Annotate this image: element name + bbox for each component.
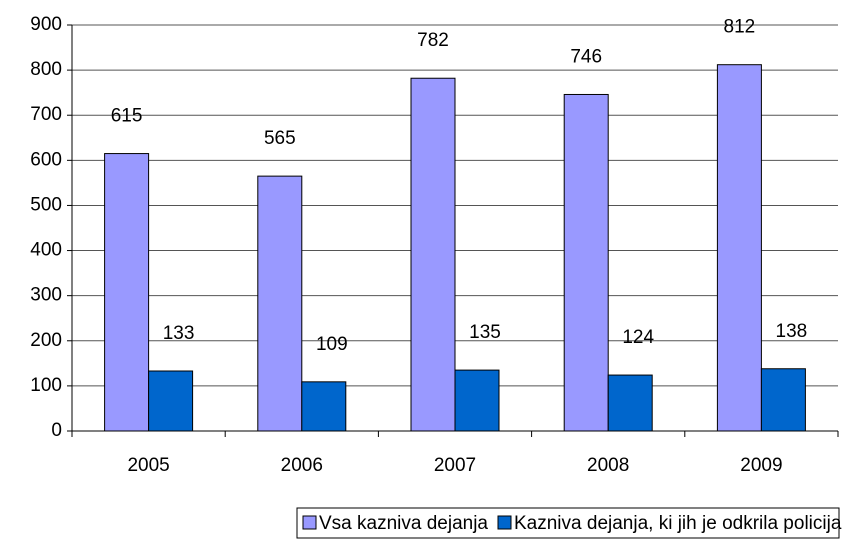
- data-label: 565: [264, 128, 296, 149]
- data-label: 746: [570, 46, 602, 67]
- data-label: 138: [776, 321, 808, 342]
- bar: [716, 64, 762, 432]
- data-label: 133: [163, 323, 195, 344]
- legend-swatch: [302, 515, 317, 530]
- data-label: 124: [622, 327, 654, 348]
- y-tick-label: 100: [30, 375, 62, 396]
- data-label: 615: [111, 106, 143, 127]
- bar: [257, 175, 303, 432]
- data-label: 135: [469, 322, 501, 343]
- legend-label: Kazniva dejanja, ki jih je odkrila polic…: [514, 513, 842, 534]
- y-tick-label: 500: [30, 194, 62, 215]
- bar: [607, 374, 653, 432]
- x-tick-label: 2008: [587, 455, 629, 476]
- y-tick-label: 800: [30, 59, 62, 80]
- bar: [301, 381, 347, 432]
- bar: [760, 368, 806, 432]
- data-label: 109: [316, 334, 348, 355]
- bar: [410, 77, 456, 432]
- y-tick-label: 300: [30, 285, 62, 306]
- legend-box: [296, 507, 840, 539]
- bar: [148, 370, 194, 432]
- data-label: 812: [724, 17, 756, 38]
- y-tick-label: 900: [30, 14, 62, 35]
- x-tick-label: 2006: [281, 455, 323, 476]
- bar: [563, 93, 609, 432]
- y-tick-label: 700: [30, 104, 62, 125]
- x-tick-label: 2009: [740, 455, 782, 476]
- y-tick-label: 0: [51, 420, 62, 441]
- x-tick-label: 2005: [127, 455, 169, 476]
- legend-swatch: [497, 515, 512, 530]
- legend-label: Vsa kazniva dejanja: [319, 513, 488, 534]
- bar: [454, 369, 500, 432]
- x-tick-label: 2007: [434, 455, 476, 476]
- y-tick-label: 400: [30, 240, 62, 261]
- y-tick-label: 600: [30, 149, 62, 170]
- data-label: 782: [417, 30, 449, 51]
- bar: [104, 153, 150, 432]
- y-tick-label: 200: [30, 330, 62, 351]
